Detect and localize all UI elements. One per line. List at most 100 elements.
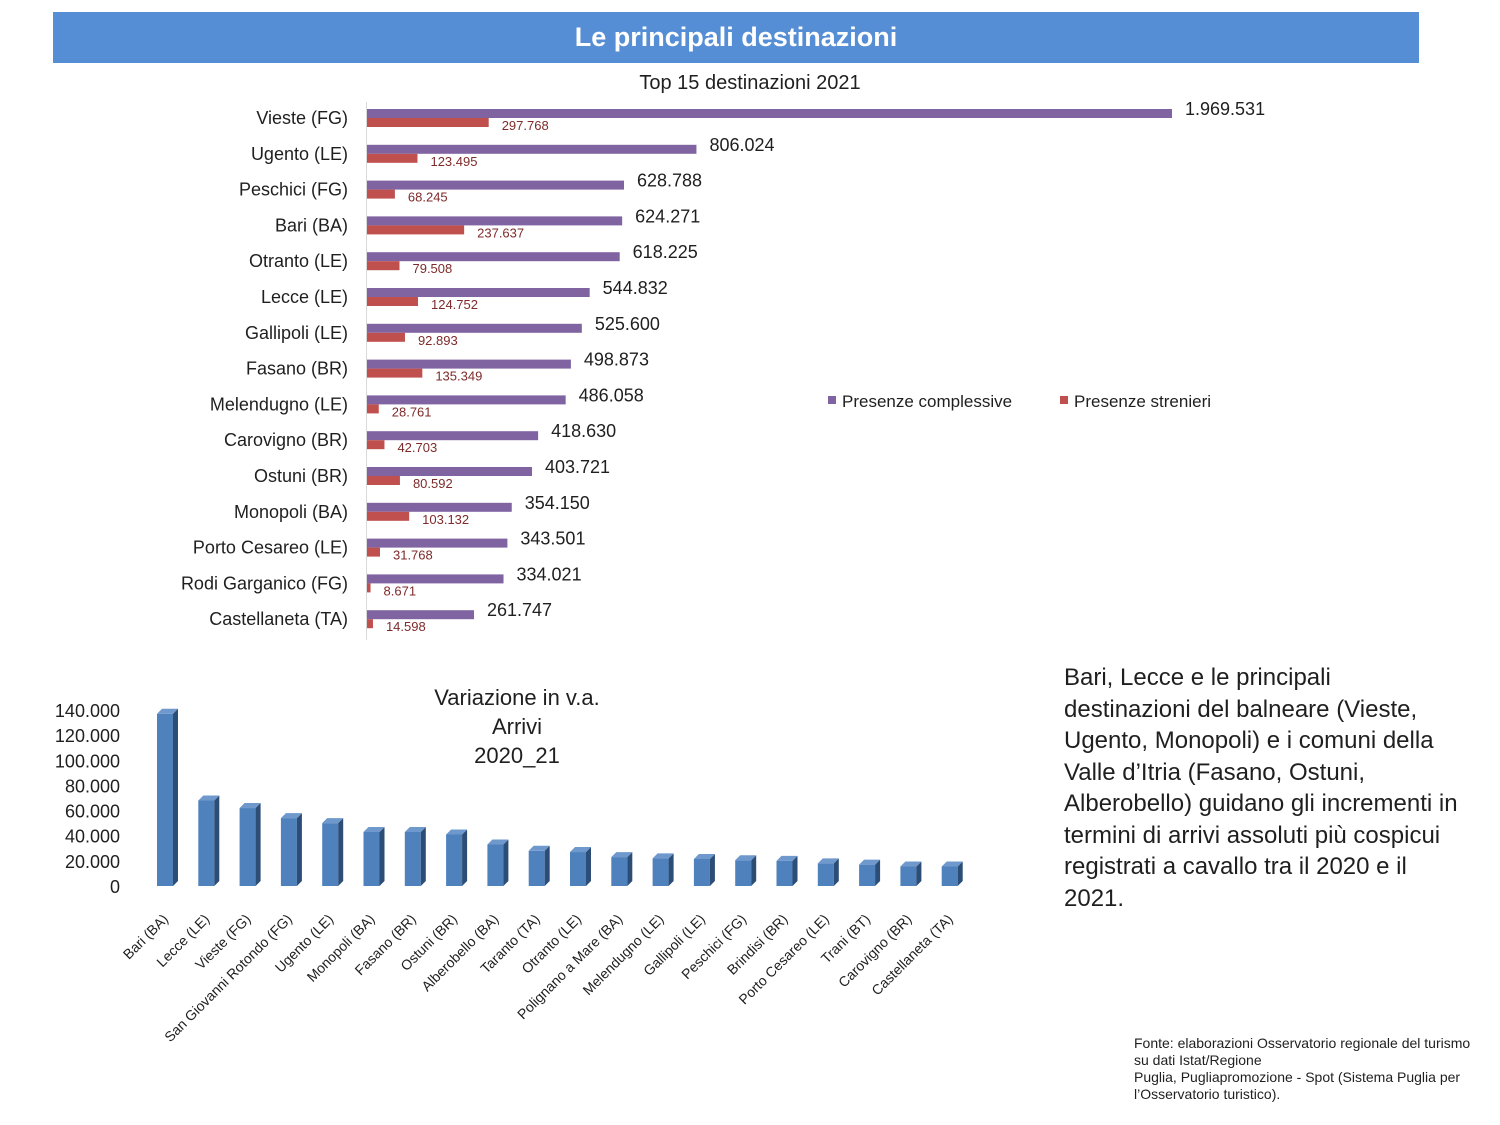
bar-alberobello-ba <box>487 839 509 886</box>
value-label-complessive-ostuni-br: 403.721 <box>545 457 610 477</box>
bar-top <box>322 818 344 824</box>
value-label-complessive-melendugno-le: 486.058 <box>579 385 644 405</box>
source-line-1: Fonte: elaborazioni Osservatorio regiona… <box>1134 1035 1471 1068</box>
bar-stranieri-otranto-le <box>367 261 400 271</box>
bar-stranieri-rodi-garganico-fg <box>367 583 371 593</box>
bar-top <box>446 829 468 835</box>
bar-top <box>280 813 302 819</box>
bar-melendugno-le <box>652 853 674 886</box>
bar-side <box>462 829 468 886</box>
category-label-porto-cesareo-le: Porto Cesareo (LE) <box>193 538 348 558</box>
value-label-stranieri-otranto-le: 79.508 <box>412 261 452 276</box>
source-note: Fonte: elaborazioni Osservatorio regiona… <box>1134 1035 1484 1103</box>
bar-top <box>735 855 757 861</box>
x-tick-label-carovigno-br: Carovigno (BR) <box>835 911 915 991</box>
category-label-rodi-garganico-fg: Rodi Garganico (FG) <box>181 573 348 593</box>
bar-complessive-vieste-fg <box>367 109 1172 118</box>
value-label-complessive-gallipoli-le: 525.600 <box>595 314 660 334</box>
source-line-2: Puglia, Pugliapromozione - Spot (Sistema… <box>1134 1069 1461 1102</box>
bar-side <box>875 859 881 886</box>
legend-swatch-complessive <box>828 396 836 404</box>
value-label-stranieri-monopoli-ba: 103.132 <box>422 512 469 527</box>
bar-ostuni-br <box>446 829 468 886</box>
value-label-stranieri-peschici-fg: 68.245 <box>408 190 448 205</box>
bar-stranieri-ostuni-br <box>367 476 400 485</box>
category-label-bari-ba: Bari (BA) <box>275 215 348 235</box>
legend-label-stranieri: Presenze strenieri <box>1074 392 1211 411</box>
bar-stranieri-vieste-fg <box>367 118 489 127</box>
category-label-ugento-le: Ugento (LE) <box>251 144 348 164</box>
bar-complessive-melendugno-le <box>367 395 566 405</box>
value-label-stranieri-carovigno-br: 42.703 <box>397 440 437 455</box>
bar-front <box>817 863 834 886</box>
y-tick-label: 120.000 <box>55 726 120 746</box>
bar-top <box>693 853 715 859</box>
bar-front <box>322 823 339 886</box>
bar-top <box>198 795 220 801</box>
bar-side <box>709 853 715 886</box>
value-label-complessive-lecce-le: 544.832 <box>603 278 668 298</box>
category-label-monopoli-ba: Monopoli (BA) <box>234 502 348 522</box>
bar-trani-bt <box>859 859 881 886</box>
bar-bari-ba <box>157 708 178 886</box>
bar-top <box>611 852 633 858</box>
bar-stranieri-castellaneta-ta <box>367 619 373 629</box>
bar-front <box>239 808 256 886</box>
top15-chart: Top 15 destinazioni 2021 Vieste (FG) Ugen… <box>181 72 1265 640</box>
bar-stranieri-gallipoli-le <box>367 332 405 342</box>
bar-front <box>735 860 752 886</box>
value-label-complessive-monopoli-ba: 354.150 <box>525 493 590 513</box>
category-label-carovigno-br: Carovigno (BR) <box>224 430 348 450</box>
value-label-stranieri-ostuni-br: 80.592 <box>413 476 453 491</box>
bar-front <box>570 852 586 886</box>
bar-taranto-ta <box>528 845 550 886</box>
bar-side <box>792 855 798 886</box>
arrivi-variation-chart: Variazione in v.a. Arrivi 2020_21 0 20.00… <box>55 685 963 1045</box>
legend: Presenze complessive Presenze strenieri <box>828 392 1211 411</box>
value-label-complessive-otranto-le: 618.225 <box>633 242 698 262</box>
legend-label-complessive: Presenze complessive <box>842 392 1012 411</box>
value-label-complessive-ugento-le: 806.024 <box>709 135 774 155</box>
bar-side <box>214 795 220 886</box>
chart-title-line-1: Variazione in v.a. <box>434 685 600 710</box>
bar-top <box>239 803 261 809</box>
chart-title-line-3: 2020_21 <box>474 743 560 768</box>
bar-side <box>420 826 426 886</box>
bar-front <box>487 844 504 886</box>
value-label-stranieri-melendugno-le: 28.761 <box>392 404 432 419</box>
category-label-melendugno-le: Melendugno (LE) <box>210 394 348 414</box>
bar-top <box>570 847 591 853</box>
y-tick-label: 140.000 <box>55 701 120 721</box>
value-label-complessive-carovigno-br: 418.630 <box>551 421 616 441</box>
value-label-complessive-vieste-fg: 1.969.531 <box>1185 99 1265 119</box>
y-tick-label: 100.000 <box>55 751 120 771</box>
bar-side <box>544 845 550 886</box>
y-tick-label: 80.000 <box>65 776 120 796</box>
value-label-stranieri-ugento-le: 123.495 <box>430 154 477 169</box>
bar-side <box>296 813 302 886</box>
bar-front <box>363 831 380 886</box>
category-label-gallipoli-le: Gallipoli (LE) <box>245 323 348 343</box>
bar-side <box>338 818 344 886</box>
page-title: Le principali destinazioni <box>574 22 898 52</box>
value-label-stranieri-fasano-br: 135.349 <box>435 369 482 384</box>
chart-title: Top 15 destinazioni 2021 <box>639 72 860 94</box>
bar-top <box>487 839 509 845</box>
bar-side <box>957 861 963 886</box>
bar-front <box>859 864 876 886</box>
bar-side <box>627 852 633 886</box>
bar-lecce-le <box>198 795 220 886</box>
bar-top <box>528 845 550 851</box>
bar-monopoli-ba <box>363 826 385 886</box>
bar-complessive-lecce-le <box>367 288 590 297</box>
bar-complessive-ostuni-br <box>367 467 533 476</box>
bar-stranieri-ugento-le <box>367 153 418 163</box>
category-label-lecce-le: Lecce (LE) <box>261 287 348 307</box>
bar-front <box>776 860 793 886</box>
bar-complessive-monopoli-ba <box>367 502 512 512</box>
bar-top <box>157 708 178 714</box>
bar-polignano-a-mare-ba <box>611 852 633 886</box>
y-tick-label: 0 <box>110 877 120 897</box>
category-label-fasano-br: Fasano (BR) <box>246 359 348 379</box>
bar-complessive-peschici-fg <box>367 180 625 190</box>
